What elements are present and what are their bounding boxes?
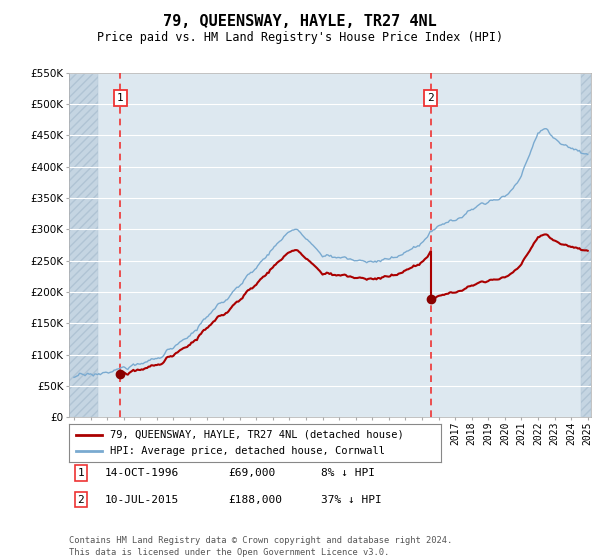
Text: Price paid vs. HM Land Registry's House Price Index (HPI): Price paid vs. HM Land Registry's House …	[97, 31, 503, 44]
Text: 79, QUEENSWAY, HAYLE, TR27 4NL (detached house): 79, QUEENSWAY, HAYLE, TR27 4NL (detached…	[110, 430, 404, 440]
Text: 2: 2	[77, 494, 85, 505]
Text: 8% ↓ HPI: 8% ↓ HPI	[321, 468, 375, 478]
Bar	[581, 73, 591, 417]
Text: 1: 1	[77, 468, 85, 478]
Text: £69,000: £69,000	[228, 468, 275, 478]
Text: Contains HM Land Registry data © Crown copyright and database right 2024.
This d: Contains HM Land Registry data © Crown c…	[69, 536, 452, 557]
Text: 37% ↓ HPI: 37% ↓ HPI	[321, 494, 382, 505]
Text: 10-JUL-2015: 10-JUL-2015	[105, 494, 179, 505]
Text: 1: 1	[117, 93, 124, 103]
Text: £188,000: £188,000	[228, 494, 282, 505]
Bar	[69, 73, 98, 417]
Text: 79, QUEENSWAY, HAYLE, TR27 4NL: 79, QUEENSWAY, HAYLE, TR27 4NL	[163, 14, 437, 29]
Text: HPI: Average price, detached house, Cornwall: HPI: Average price, detached house, Corn…	[110, 446, 385, 456]
Text: 2: 2	[427, 93, 434, 103]
Text: 14-OCT-1996: 14-OCT-1996	[105, 468, 179, 478]
